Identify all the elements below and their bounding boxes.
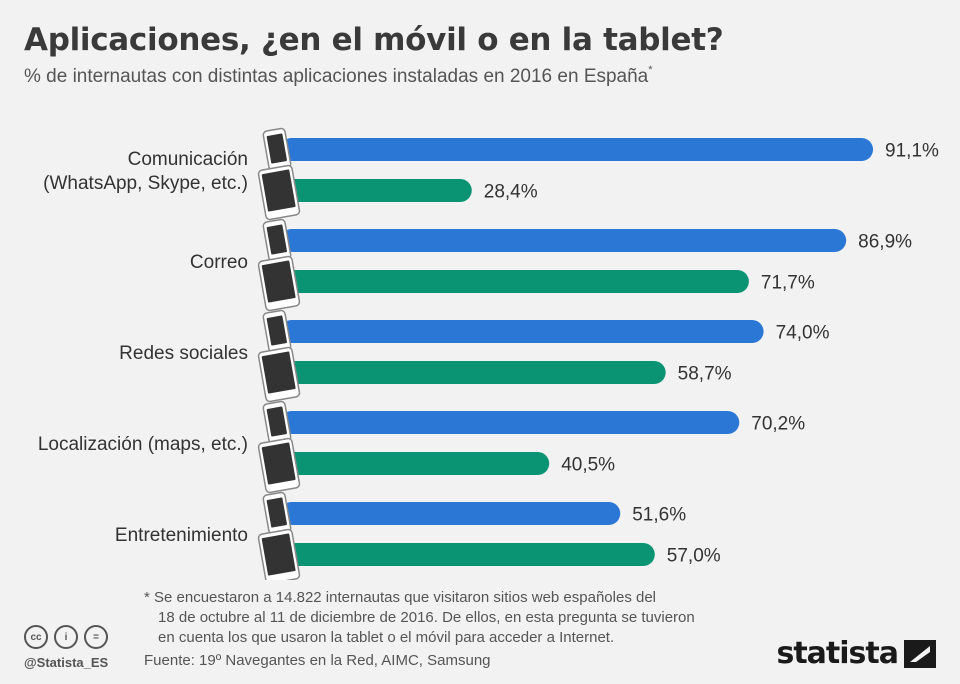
tablet-screen-icon [261, 169, 296, 212]
chart-subtitle: % de internautas con distintas aplicacio… [24, 64, 653, 88]
data-bar [280, 361, 666, 384]
license-icons: cc i = [24, 625, 108, 649]
category-label: Localización (maps, etc.) [38, 434, 248, 455]
statista-logo[interactable]: statista [776, 636, 936, 671]
source-note: Fuente: 19º Navegantes en la Red, AIMC, … [144, 652, 491, 669]
subtitle-text: % de internautas con distintas aplicacio… [24, 66, 649, 87]
category-label: Comunicación [128, 149, 248, 170]
footnote-line-2: 18 de octubre al 11 de diciembre de 2016… [158, 609, 695, 626]
bar-value-label: 28,4% [484, 182, 538, 203]
statista-logo-mark-icon [904, 639, 936, 668]
bar-value-label: 51,6% [632, 505, 686, 526]
bar-value-label: 71,7% [761, 273, 815, 294]
data-bar [280, 179, 472, 202]
bar-value-label: 91,1% [885, 141, 939, 162]
attribution-icon[interactable]: i [54, 625, 78, 649]
data-bar [280, 543, 655, 566]
data-bar [280, 270, 749, 293]
category-label: Correo [190, 252, 248, 273]
tablet-screen-icon [261, 351, 296, 394]
smartphone-screen-icon [266, 406, 287, 437]
tablet-screen-icon [261, 533, 296, 576]
smartphone-screen-icon [266, 224, 287, 255]
smartphone-screen-icon [266, 497, 287, 528]
data-bar [280, 452, 550, 475]
tablet-screen-icon [261, 442, 296, 485]
category-label: Entretenimiento [115, 525, 248, 546]
bar-value-label: 74,0% [776, 323, 830, 344]
data-bar [280, 138, 874, 161]
footnote: * Se encuestaron a 14.822 internautas qu… [144, 588, 784, 648]
category-label: Redes sociales [119, 343, 248, 364]
subtitle-footnote-mark: * [648, 64, 653, 76]
tablet-screen-icon [261, 260, 296, 303]
bar-value-label: 70,2% [751, 414, 805, 435]
data-bar [280, 320, 764, 343]
bar-value-label: 58,7% [678, 364, 732, 385]
bar-chart: Comunicación (WhatsApp, Skype, etc.) 91,1%… [38, 127, 939, 580]
creative-commons-icon[interactable]: cc [24, 625, 48, 649]
statista-logo-text: statista [776, 636, 899, 671]
no-derivatives-icon[interactable]: = [84, 625, 108, 649]
data-bar [280, 411, 740, 434]
smartphone-screen-icon [266, 133, 287, 164]
social-handle[interactable]: @Statista_ES [24, 655, 109, 670]
data-bar [280, 229, 847, 252]
smartphone-screen-icon [266, 315, 287, 346]
chart-title: Aplicaciones, ¿en el móvil o en la table… [24, 22, 724, 58]
footnote-line-3: en cuenta los que usaron la tablet o el … [158, 629, 615, 646]
data-bar [280, 502, 621, 525]
bar-value-label: 40,5% [561, 455, 615, 476]
footnote-line-1: * Se encuestaron a 14.822 internautas qu… [144, 589, 656, 606]
bar-value-label: 86,9% [858, 232, 912, 253]
bar-value-label: 57,0% [667, 546, 721, 567]
category-label: (WhatsApp, Skype, etc.) [43, 173, 248, 194]
